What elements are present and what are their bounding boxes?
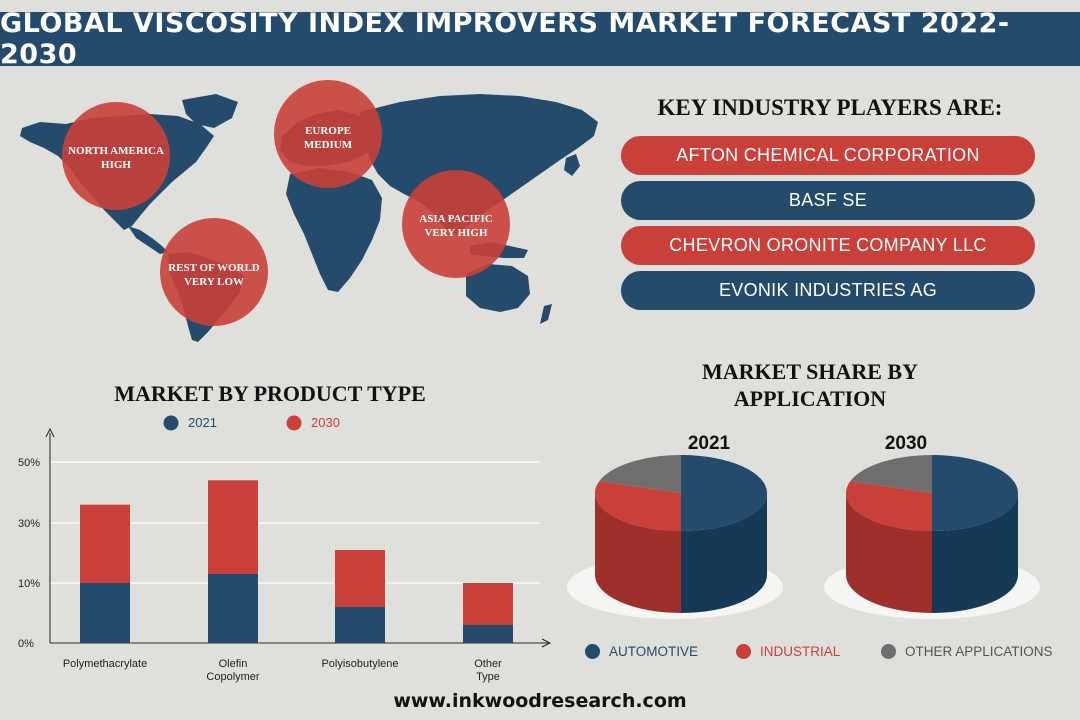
pie-year-label: 2030 bbox=[885, 433, 927, 454]
y-axis-arrow bbox=[45, 427, 55, 438]
bar-segment bbox=[463, 583, 513, 625]
africa-land bbox=[286, 168, 382, 292]
pie-slice bbox=[850, 455, 932, 493]
players-title: KEY INDUSTRY PLAYERS ARE: bbox=[657, 95, 1003, 120]
pie-slice bbox=[681, 455, 767, 531]
player-pill: AFTON CHEMICAL CORPORATION bbox=[621, 136, 1035, 175]
region-level: VERY LOW bbox=[184, 276, 244, 288]
pie-side bbox=[932, 493, 1018, 613]
application-pie-charts: 2021 2030 bbox=[567, 433, 1040, 619]
region-asia-pacific: ASIA PACIFIC VERY HIGH bbox=[402, 170, 510, 278]
player-pill: EVONIK INDUSTRIES AG bbox=[621, 271, 1035, 310]
y-tick-label: 0% bbox=[18, 638, 34, 650]
pie-slice bbox=[846, 481, 932, 531]
region-name: EUROPE bbox=[305, 125, 351, 137]
region-level: MEDIUM bbox=[304, 139, 353, 151]
bar-segment bbox=[80, 583, 130, 643]
region-name: NORTH AMERICA bbox=[68, 145, 164, 157]
central-america-land bbox=[128, 226, 168, 254]
title-banner: GLOBAL VISCOSITY INDEX IMPROVERS MARKET … bbox=[0, 8, 1080, 70]
region-north-america: NORTH AMERICA HIGH bbox=[62, 102, 170, 210]
x-tick-label: Type bbox=[476, 671, 500, 683]
application-chart-title: MARKET SHARE BY APPLICATION bbox=[660, 358, 960, 412]
australia-land bbox=[466, 264, 530, 312]
x-tick-label: Polyisobutylene bbox=[321, 658, 398, 670]
pie-slice bbox=[595, 481, 681, 531]
pie-side bbox=[595, 493, 681, 613]
application-title-line: APPLICATION bbox=[733, 386, 887, 411]
region-bubbles: NORTH AMERICA HIGH EUROPE MEDIUM ASIA PA… bbox=[62, 80, 510, 326]
pie-side bbox=[681, 493, 767, 613]
legend-other-applications: OTHER APPLICATIONS bbox=[881, 644, 1053, 659]
application-title-line: MARKET SHARE BY bbox=[702, 359, 918, 384]
player-pill: CHEVRON ORONITE COMPANY LLC bbox=[621, 226, 1035, 265]
region-level: VERY HIGH bbox=[424, 227, 488, 239]
x-tick-label: Copolymer bbox=[206, 671, 260, 683]
bar-segment bbox=[208, 480, 258, 574]
bar-segment bbox=[208, 574, 258, 643]
product-bar-chart: 0% 10% 30% 50% 2021 2030 Polymethacrylate Olefi… bbox=[18, 415, 552, 683]
pie-year-label: 2021 bbox=[688, 433, 731, 454]
new-zealand-land bbox=[540, 304, 552, 324]
y-tick-label: 10% bbox=[18, 578, 40, 590]
region-rest-of-world: REST OF WORLD VERY LOW bbox=[160, 218, 268, 326]
region-name: ASIA PACIFIC bbox=[419, 213, 493, 225]
x-axis-arrow bbox=[541, 638, 552, 648]
greenland-land bbox=[182, 94, 238, 128]
bar-segment bbox=[335, 550, 385, 607]
player-pill: BASF SE bbox=[621, 181, 1035, 220]
legend-dot bbox=[163, 415, 179, 431]
x-tick-label: Olefin bbox=[219, 658, 248, 670]
pie-slice bbox=[599, 455, 681, 493]
pie-side bbox=[846, 493, 932, 613]
legend-dot bbox=[286, 415, 302, 431]
bar-segment bbox=[80, 504, 130, 583]
world-map: NORTH AMERICA HIGH EUROPE MEDIUM ASIA PA… bbox=[20, 80, 598, 342]
region-europe: EUROPE MEDIUM bbox=[274, 80, 382, 188]
legend-label: INDUSTRIAL bbox=[760, 644, 841, 659]
legend-dot bbox=[881, 644, 896, 659]
pie-2021: 2021 bbox=[567, 433, 783, 619]
legend-label: 2030 bbox=[311, 415, 340, 430]
bar-segment bbox=[463, 625, 513, 643]
x-tick-label: Other bbox=[474, 658, 502, 670]
legend-industrial: INDUSTRIAL bbox=[736, 644, 840, 659]
region-name: REST OF WORLD bbox=[168, 262, 260, 274]
region-level: HIGH bbox=[101, 159, 131, 171]
page-title: GLOBAL VISCOSITY INDEX IMPROVERS MARKET … bbox=[0, 8, 1010, 70]
legend-automotive: AUTOMOTIVE bbox=[585, 644, 698, 659]
legend-label: OTHER APPLICATIONS bbox=[905, 644, 1053, 659]
y-tick-label: 30% bbox=[18, 518, 40, 530]
legend-label: 2021 bbox=[188, 415, 217, 430]
footer-url: www.inkwoodresearch.com bbox=[393, 690, 687, 712]
legend-dot bbox=[585, 644, 600, 659]
pie-slice bbox=[932, 455, 1018, 531]
product-chart-title: MARKET BY PRODUCT TYPE bbox=[114, 381, 426, 406]
legend-label: AUTOMOTIVE bbox=[609, 644, 699, 659]
legend-dot bbox=[736, 644, 751, 659]
pie-2030: 2030 bbox=[824, 433, 1040, 619]
y-tick-label: 50% bbox=[18, 457, 40, 469]
japan-land bbox=[564, 154, 580, 176]
bar-segment bbox=[335, 607, 385, 643]
x-tick-label: Polymethacrylate bbox=[63, 658, 147, 670]
